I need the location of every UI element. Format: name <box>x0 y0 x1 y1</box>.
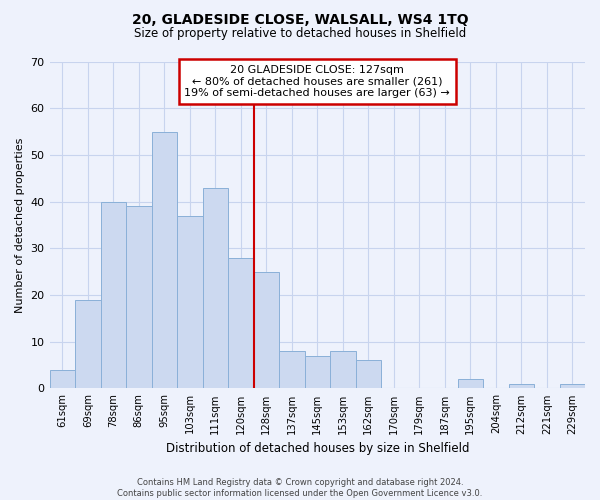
Bar <box>254 272 279 388</box>
Bar <box>126 206 152 388</box>
Bar <box>509 384 534 388</box>
Bar <box>101 202 126 388</box>
Bar <box>356 360 381 388</box>
Text: Contains HM Land Registry data © Crown copyright and database right 2024.
Contai: Contains HM Land Registry data © Crown c… <box>118 478 482 498</box>
Bar <box>177 216 203 388</box>
Bar <box>50 370 75 388</box>
Bar <box>228 258 254 388</box>
Bar <box>305 356 330 388</box>
Text: Size of property relative to detached houses in Shelfield: Size of property relative to detached ho… <box>134 28 466 40</box>
X-axis label: Distribution of detached houses by size in Shelfield: Distribution of detached houses by size … <box>166 442 469 455</box>
Bar <box>330 351 356 389</box>
Bar <box>279 351 305 389</box>
Text: 20 GLADESIDE CLOSE: 127sqm
← 80% of detached houses are smaller (261)
19% of sem: 20 GLADESIDE CLOSE: 127sqm ← 80% of deta… <box>184 65 450 98</box>
Text: 20, GLADESIDE CLOSE, WALSALL, WS4 1TQ: 20, GLADESIDE CLOSE, WALSALL, WS4 1TQ <box>131 12 469 26</box>
Bar <box>203 188 228 388</box>
Bar <box>458 379 483 388</box>
Bar <box>75 300 101 388</box>
Bar <box>152 132 177 388</box>
Bar <box>560 384 585 388</box>
Y-axis label: Number of detached properties: Number of detached properties <box>15 138 25 312</box>
